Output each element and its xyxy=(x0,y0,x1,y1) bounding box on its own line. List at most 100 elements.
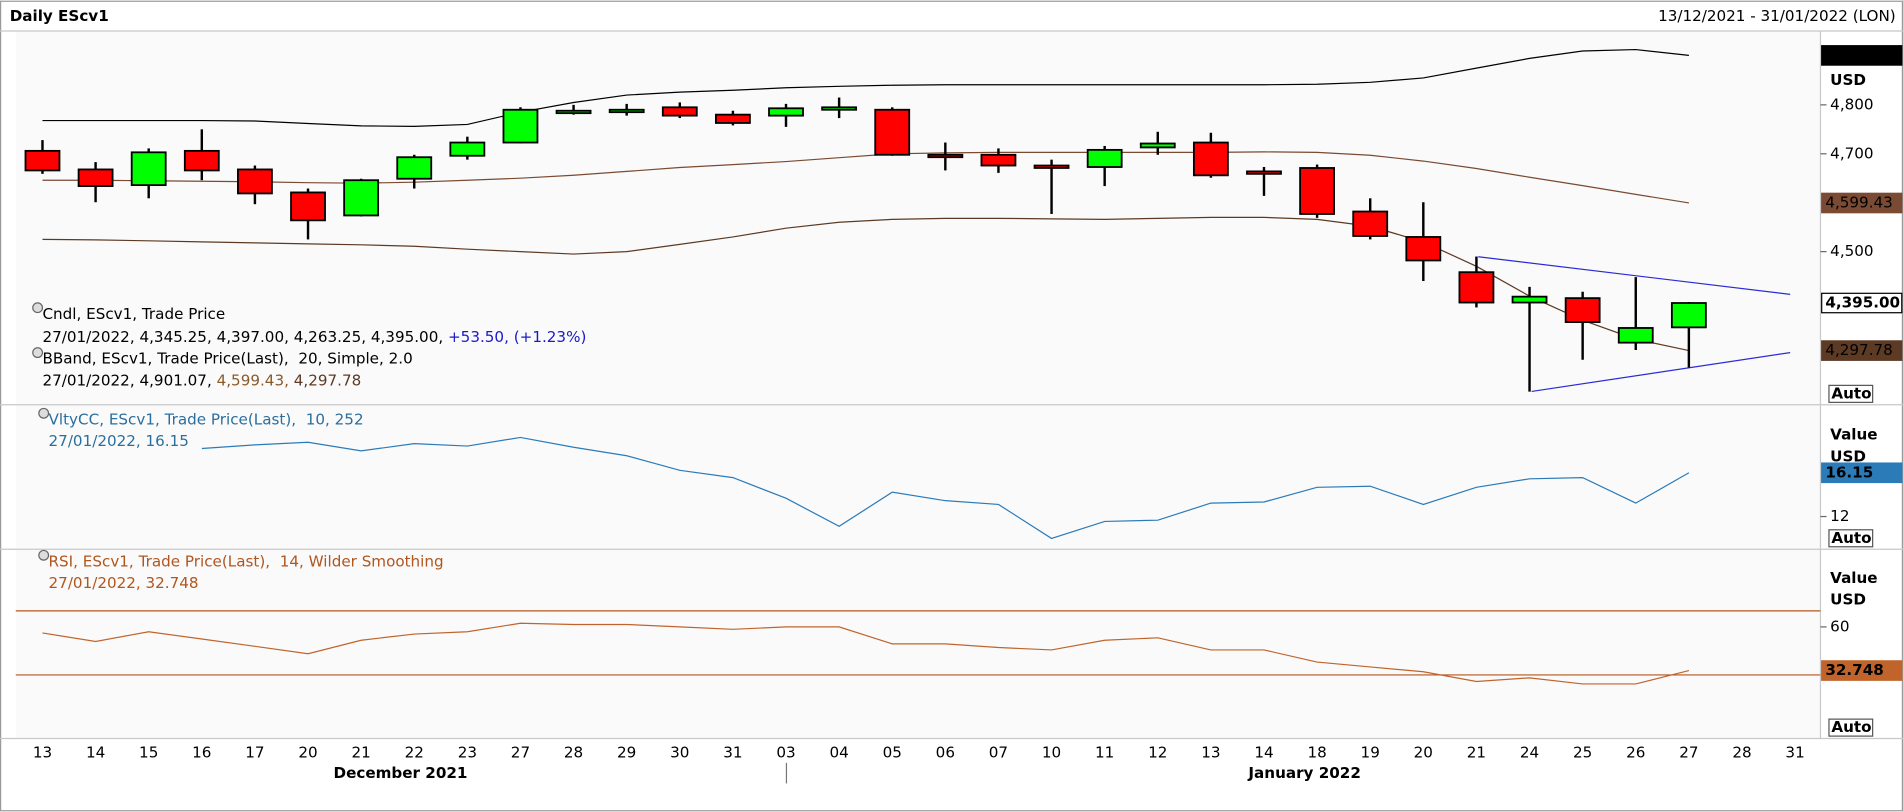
plot-layer: 13 14 15 16 17 20 21 22 23 27 28 29 30 31 03 04 05 06 07 10… xyxy=(15,45,1903,782)
x-tick-label: 25 xyxy=(1573,744,1592,762)
x-tick-label: 29 xyxy=(617,744,636,762)
x-tick-label: 27 xyxy=(1679,744,1698,762)
bollinger-band xyxy=(42,48,1689,127)
axis-unit: USD xyxy=(1830,447,1866,465)
candle-body xyxy=(1458,271,1495,304)
x-tick-label: 11 xyxy=(1095,744,1114,762)
candle-body xyxy=(714,113,751,124)
last-value-label: 32.748 xyxy=(1825,661,1884,679)
x-tick-label: 30 xyxy=(670,744,689,762)
scale-button-label[interactable]: Auto xyxy=(1831,718,1871,736)
x-tick-label: 22 xyxy=(405,744,424,762)
x-tick-label: 15 xyxy=(139,744,158,762)
legend-segment: +53.50, (+1.23%) xyxy=(448,327,586,345)
legend-text: 27/01/2022, 16.15 xyxy=(49,432,189,450)
x-tick-label: 16 xyxy=(192,744,211,762)
scale-button-label[interactable]: Auto xyxy=(1831,384,1871,402)
legend-text: 27/01/2022, 4,901.07, 4,599.43, 4,297.78 xyxy=(42,371,361,389)
legend-icon xyxy=(38,549,50,561)
indicator-line xyxy=(42,622,1690,685)
axis-title: Value xyxy=(1830,426,1877,444)
y-tick-label: 12 xyxy=(1830,507,1849,525)
last-value-box xyxy=(1821,462,1903,484)
candle-body xyxy=(1299,167,1336,215)
legend-segment: VltyCC, EScv1, Trade Price(Last), 10, 25… xyxy=(49,410,364,428)
x-tick-label: 06 xyxy=(936,744,955,762)
x-tick-label: 31 xyxy=(1785,744,1804,762)
legend-segment: 27/01/2022, 4,345.25, 4,397.00, 4,263.25… xyxy=(42,327,448,345)
last-value-label: 4,599.43 xyxy=(1825,193,1893,211)
x-tick-label: 18 xyxy=(1307,744,1326,762)
candle-body xyxy=(24,149,61,172)
axis-unit: USD xyxy=(1830,591,1866,609)
candle-body xyxy=(874,108,911,156)
candle-body xyxy=(183,149,220,172)
legend-segment: Cndl, EScv1, Trade Price xyxy=(42,304,225,322)
scale-button xyxy=(1828,384,1874,403)
legend-text: BBand, EScv1, Trade Price(Last), 20, Sim… xyxy=(42,349,412,367)
candle-body xyxy=(1192,141,1229,177)
candle-body xyxy=(1352,210,1389,237)
candle-body xyxy=(502,108,539,144)
x-tick-label: 19 xyxy=(1361,744,1380,762)
last-value-box xyxy=(1821,660,1903,681)
x-tick-label: 12 xyxy=(1148,744,1167,762)
date-range: 13/12/2021 - 31/01/2022 (LON) xyxy=(1658,7,1896,25)
candle-body xyxy=(1033,164,1070,169)
x-tick-label: 13 xyxy=(33,744,52,762)
x-tick-label: 24 xyxy=(1520,744,1539,762)
legend-text: RSI, EScv1, Trade Price(Last), 14, Wilde… xyxy=(49,552,444,570)
candle-body xyxy=(77,168,114,187)
x-tick-label: 05 xyxy=(883,744,902,762)
legend-segment: 27/01/2022, 16.15 xyxy=(49,432,189,450)
last-value-box xyxy=(1821,340,1903,361)
candle-body xyxy=(343,179,380,217)
last-value-label: 4,297.78 xyxy=(1825,341,1893,359)
x-tick-label: 10 xyxy=(1042,744,1061,762)
x-tick-label: 23 xyxy=(458,744,477,762)
candle-body xyxy=(1246,170,1282,175)
legend-segment: 27/01/2022, 32.748 xyxy=(49,574,199,592)
candle-body xyxy=(608,108,645,114)
month-label: January 2022 xyxy=(1247,764,1360,782)
candle-body xyxy=(1617,327,1654,344)
legend-text: 27/01/2022, 4,345.25, 4,397.00, 4,263.25… xyxy=(42,327,586,345)
candle-body xyxy=(768,107,804,117)
last-value-box xyxy=(1821,292,1903,314)
candle-body xyxy=(130,151,167,187)
candle-body xyxy=(396,156,433,180)
candle-body xyxy=(821,106,858,111)
candle-body xyxy=(1670,302,1707,329)
legend-text: Cndl, EScv1, Trade Price xyxy=(42,304,225,322)
scale-button-label[interactable]: Auto xyxy=(1831,529,1871,547)
x-tick-label: 13 xyxy=(1201,744,1220,762)
candle-body xyxy=(1086,148,1123,168)
y-tick-label: 60 xyxy=(1830,617,1849,635)
trend-line xyxy=(1531,351,1791,393)
last-value-box xyxy=(1821,192,1903,214)
candle-body xyxy=(1564,297,1601,324)
legend-segment: RSI, EScv1, Trade Price(Last), 14, Wilde… xyxy=(49,552,444,570)
axis-title: Value xyxy=(1830,569,1877,587)
plot-background xyxy=(15,30,1821,739)
axis-unit: USD xyxy=(1830,71,1866,89)
x-tick-label: 07 xyxy=(989,744,1008,762)
x-tick-label: 21 xyxy=(1467,744,1486,762)
candle-body xyxy=(555,109,592,115)
legend-icon xyxy=(38,407,50,419)
last-value-label: 16.15 xyxy=(1825,463,1873,481)
x-tick-label: 04 xyxy=(829,744,848,762)
bollinger-band xyxy=(42,151,1690,204)
candle-body xyxy=(237,168,273,195)
candle-body xyxy=(1405,236,1442,262)
candle-body xyxy=(927,153,964,159)
x-tick-label: 20 xyxy=(1414,744,1433,762)
x-tick-label: 26 xyxy=(1626,744,1645,762)
last-value-label: 4,901.07 xyxy=(1825,46,1893,64)
x-tick-label: 28 xyxy=(564,744,583,762)
x-tick-label: 27 xyxy=(511,744,530,762)
indicator-line xyxy=(201,436,1690,540)
x-tick-label: 14 xyxy=(86,744,105,762)
candle-body xyxy=(1139,142,1176,149)
